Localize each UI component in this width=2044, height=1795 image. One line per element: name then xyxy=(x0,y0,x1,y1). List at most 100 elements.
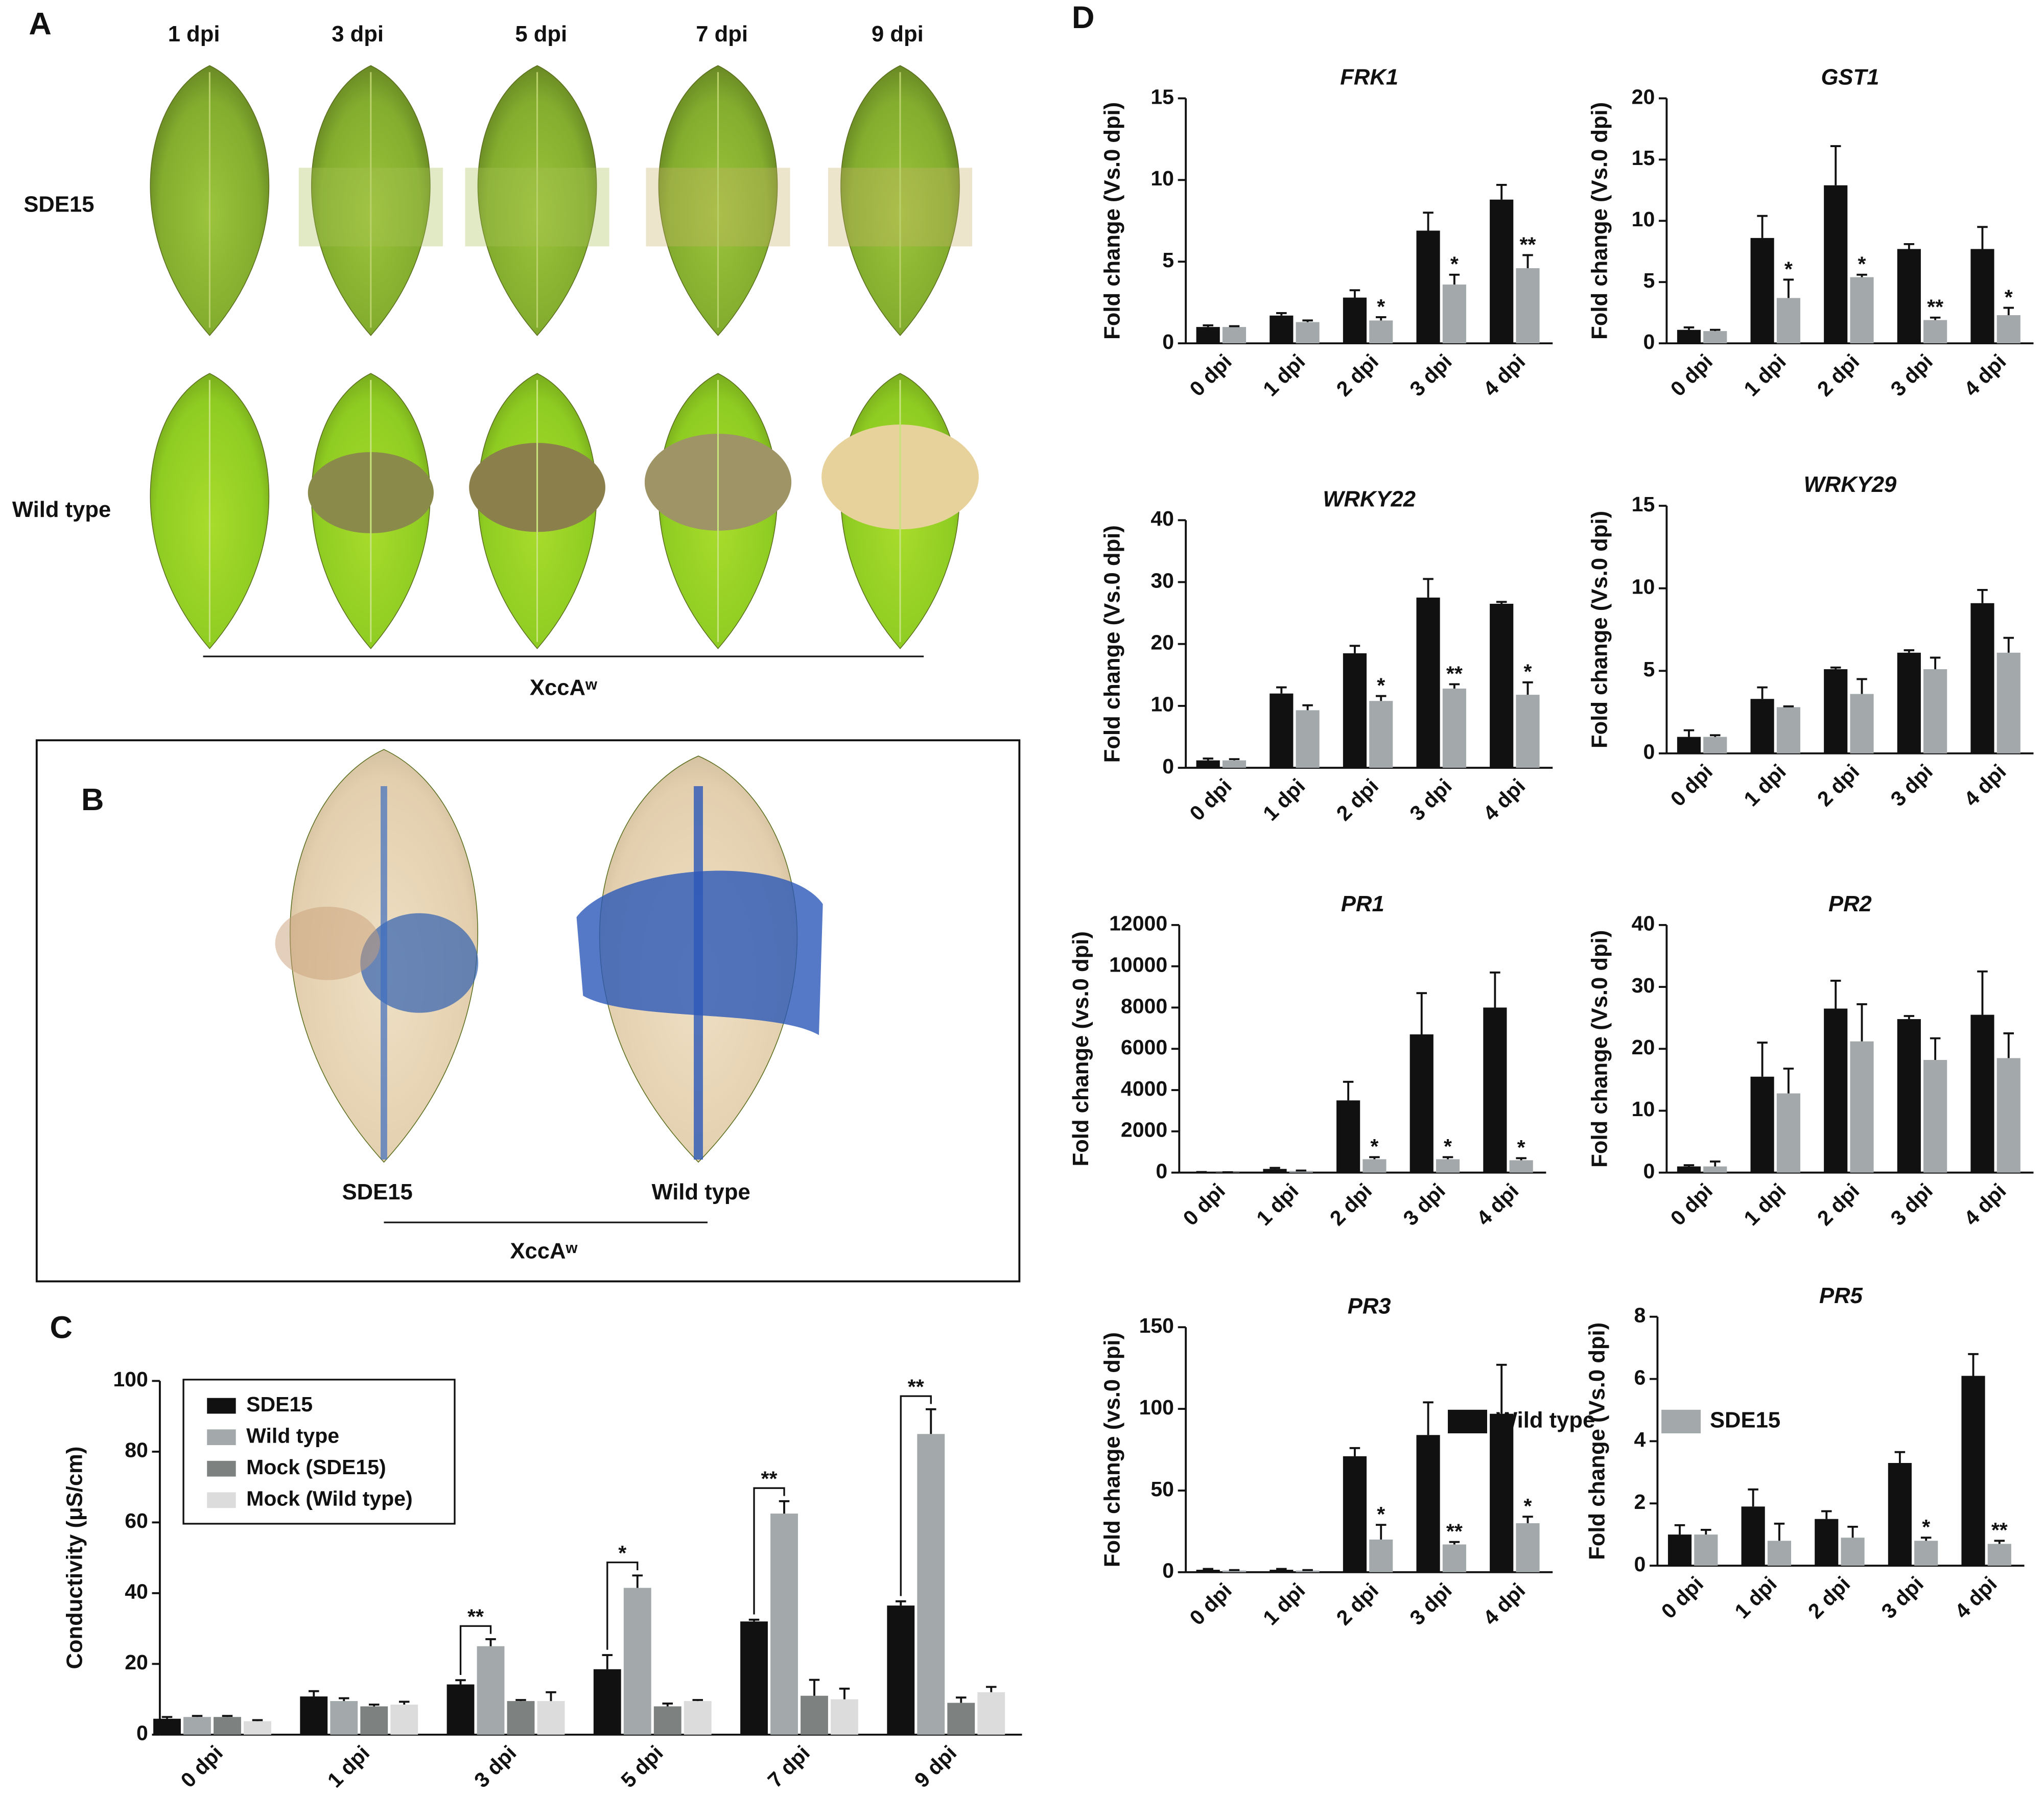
error-bar xyxy=(1276,312,1287,316)
error-bar xyxy=(1930,656,1941,670)
error-bar xyxy=(1857,273,1867,277)
bar xyxy=(477,1646,505,1735)
error-bar xyxy=(662,1703,673,1707)
bar xyxy=(244,1721,271,1735)
error-bar xyxy=(1442,1156,1453,1160)
error-bar xyxy=(1229,1569,1240,1571)
bar xyxy=(1369,1539,1393,1572)
error-bar xyxy=(1349,645,1360,653)
significance-label: * xyxy=(1370,1135,1378,1158)
error-bar xyxy=(1930,1037,1941,1060)
y-tick-label: 20 xyxy=(1150,631,1174,654)
error-bar xyxy=(1977,970,1988,1015)
error-bar xyxy=(1977,589,1988,603)
chart-title: PR5 xyxy=(1819,1284,1863,1308)
y-tick-label: 100 xyxy=(113,1367,148,1391)
stain xyxy=(275,906,380,980)
error-bar xyxy=(1830,145,1841,185)
y-tick-label: 20 xyxy=(1632,1035,1655,1059)
significance-bracket xyxy=(753,1487,785,1615)
error-bar xyxy=(1496,184,1507,200)
error-bar xyxy=(1522,681,1533,695)
y-tick-label: 15 xyxy=(1632,492,1655,516)
bar xyxy=(1442,285,1466,344)
significance-label: * xyxy=(1524,1494,1532,1518)
error-bar xyxy=(1276,1568,1287,1570)
error-bar xyxy=(1369,1156,1380,1160)
error-bar xyxy=(1683,326,1695,330)
error-bar xyxy=(1894,1451,1906,1463)
error-bar xyxy=(1496,601,1507,604)
error-bar xyxy=(1302,1569,1313,1571)
y-tick-label: 10 xyxy=(1632,575,1655,599)
error-bar xyxy=(1375,316,1387,321)
bar xyxy=(1996,652,2020,753)
legend-label: Mock (Wild type) xyxy=(246,1487,412,1510)
y-tick-label: 100 xyxy=(1139,1396,1174,1419)
y-tick-label: 0 xyxy=(1162,1559,1174,1583)
error-bar xyxy=(1904,243,1915,249)
y-tick-label: 0 xyxy=(1643,1159,1655,1183)
y-tick-label: 15 xyxy=(1150,85,1174,108)
y-tick-label: 0 xyxy=(1156,1159,1167,1183)
bar xyxy=(1850,694,1874,753)
error-bar xyxy=(1930,316,1941,320)
significance-bracket xyxy=(459,1625,492,1675)
error-bar xyxy=(896,1600,906,1606)
error-bar xyxy=(1847,1525,1858,1538)
bar xyxy=(1296,710,1320,768)
error-bar xyxy=(632,1574,643,1588)
y-axis-label: Fold change (Vs.0 dpi) xyxy=(1585,1322,1610,1560)
error-bar xyxy=(809,1679,820,1696)
bar xyxy=(1416,597,1440,768)
y-tick-label: 4 xyxy=(1634,1428,1646,1451)
error-bar xyxy=(1709,1160,1721,1167)
bar xyxy=(623,1588,651,1735)
legend-swatch xyxy=(1448,1409,1487,1433)
bar xyxy=(1996,1058,2020,1173)
bar xyxy=(1270,1570,1294,1572)
error-bar xyxy=(1270,1167,1280,1169)
bar xyxy=(1343,1456,1367,1572)
error-bar xyxy=(1783,278,1794,298)
bar xyxy=(1750,238,1774,344)
error-bar xyxy=(985,1686,997,1692)
bar xyxy=(1897,249,1921,344)
bar xyxy=(1222,327,1247,344)
bar xyxy=(1824,185,1848,344)
bar xyxy=(1703,737,1727,753)
error-bar xyxy=(455,1679,466,1685)
y-tick-label: 12000 xyxy=(1109,912,1167,935)
error-bar xyxy=(1757,215,1768,238)
bar xyxy=(801,1695,828,1735)
bar xyxy=(1516,1523,1540,1572)
bar xyxy=(831,1699,858,1735)
legend-label: Wild type xyxy=(246,1424,339,1448)
error-bar xyxy=(955,1696,967,1703)
bar xyxy=(1897,652,1921,753)
legend-label: SDE15 xyxy=(246,1392,313,1416)
bar xyxy=(887,1605,915,1735)
y-tick-label: 4000 xyxy=(1121,1077,1167,1100)
column-label: 9 dpi xyxy=(872,22,924,46)
error-bar xyxy=(368,1704,380,1707)
y-tick-label: 20 xyxy=(1632,85,1655,108)
bar xyxy=(1296,1570,1320,1572)
error-bar xyxy=(546,1691,556,1702)
bar xyxy=(1923,1060,1947,1173)
y-tick-label: 80 xyxy=(125,1438,148,1462)
significance-label: * xyxy=(1377,1502,1385,1526)
error-bar xyxy=(192,1715,203,1717)
error-bar xyxy=(1203,1568,1213,1570)
error-bar xyxy=(2003,306,2014,315)
column-label: 5 dpi xyxy=(515,22,567,46)
error-bar xyxy=(1920,1537,1932,1541)
bar xyxy=(1196,1570,1220,1572)
y-tick-label: 30 xyxy=(1632,974,1655,997)
bar xyxy=(1196,760,1220,768)
error-bar xyxy=(748,1618,760,1622)
legend-swatch xyxy=(1661,1409,1701,1433)
error-bar xyxy=(252,1719,263,1721)
bar xyxy=(1490,1413,1514,1572)
